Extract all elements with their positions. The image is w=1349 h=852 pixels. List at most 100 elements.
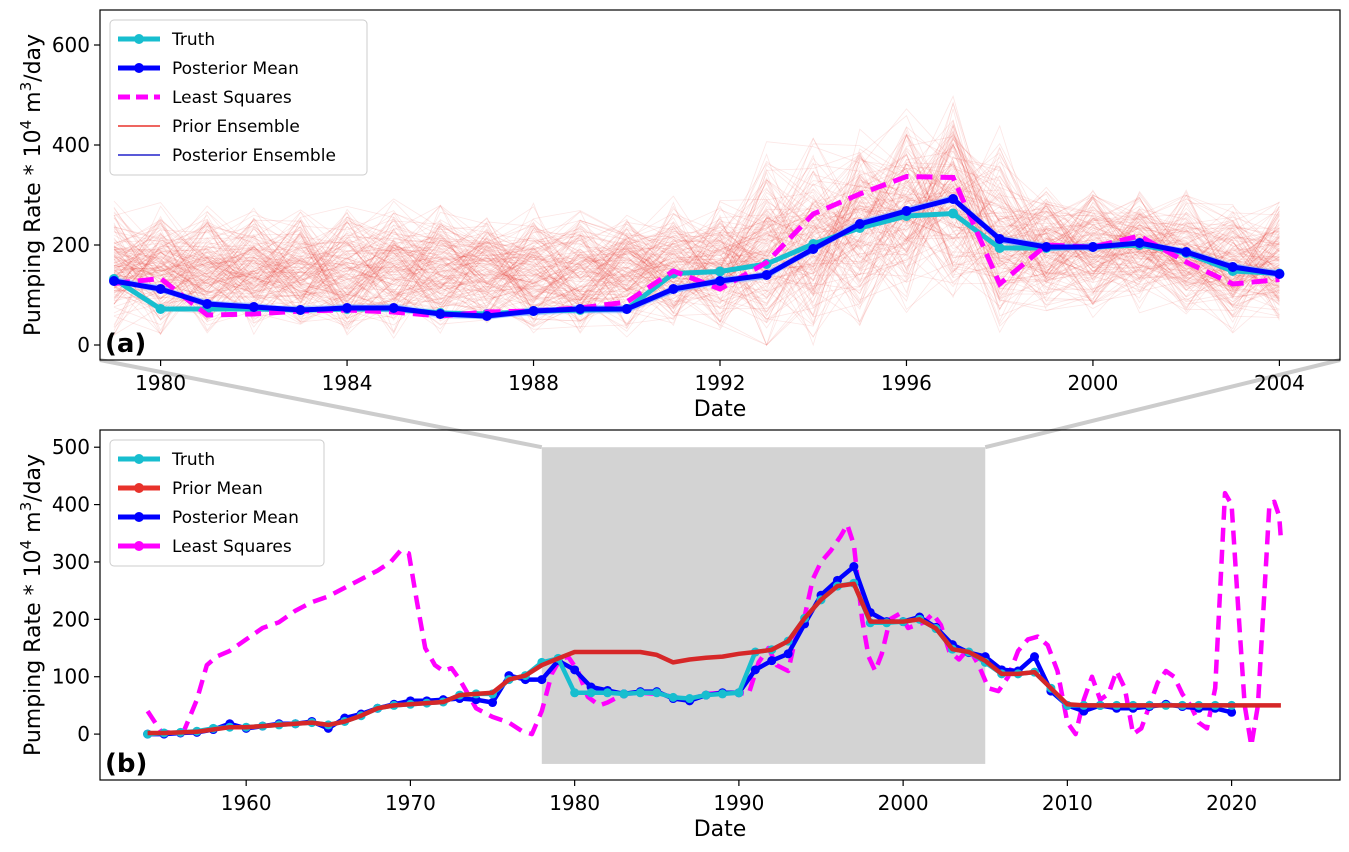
prior-ensemble-line xyxy=(113,163,1280,324)
prior-ensemble-line xyxy=(113,169,1280,336)
truth-point xyxy=(570,688,580,698)
prior-ensemble-line xyxy=(113,156,1280,330)
truth-point xyxy=(619,689,629,699)
prior-ensemble-line xyxy=(113,134,1280,323)
prior-ensemble-line xyxy=(113,162,1280,305)
prior-ensemble-line xyxy=(113,172,1280,315)
prior-ensemble-line xyxy=(113,163,1280,316)
posterior-mean-point xyxy=(435,309,446,319)
posterior-mean-point xyxy=(1041,242,1052,252)
prior-ensemble-line xyxy=(113,186,1280,310)
truth-point xyxy=(685,694,695,704)
prior-ensemble-line xyxy=(113,157,1280,308)
posterior-mean-point xyxy=(1274,269,1285,279)
posterior-mean-point xyxy=(1227,262,1238,272)
posterior-mean-point xyxy=(528,306,539,316)
panel-b-y-axis-label: Pumping Rate * 104 m3/day xyxy=(17,454,46,756)
prior-ensemble-line xyxy=(113,214,1280,332)
prior-ensemble-line xyxy=(113,189,1280,301)
posterior-mean-point xyxy=(715,276,725,286)
prior-ensemble-line xyxy=(113,200,1280,334)
legend-marker xyxy=(134,63,144,73)
posterior-mean-point xyxy=(668,284,679,294)
posterior-mean-point xyxy=(994,234,1005,244)
prior-ensemble-line xyxy=(113,179,1280,326)
prior-ensemble-line xyxy=(113,162,1280,310)
legend-label: Posterior Mean xyxy=(172,59,299,79)
posterior-mean-point xyxy=(808,244,819,254)
prior-ensemble-line xyxy=(113,154,1280,317)
posterior-mean-point xyxy=(575,304,586,314)
panel-b-series xyxy=(143,490,1284,748)
prior-ensemble-line xyxy=(113,174,1280,329)
truth-point xyxy=(586,688,596,698)
legend-box xyxy=(109,439,325,567)
posterior-mean-point xyxy=(783,649,793,659)
prior-ensemble-line xyxy=(113,208,1280,346)
prior-ensemble-line xyxy=(113,162,1280,324)
prior-ensemble-line xyxy=(113,141,1280,327)
prior-ensemble-line xyxy=(113,178,1280,312)
truth-point xyxy=(155,304,166,314)
least-squares-line xyxy=(145,490,1284,748)
prior-mean-line xyxy=(147,581,1281,736)
y-tick-label: 200 xyxy=(52,233,90,257)
prior-ensemble-line xyxy=(113,143,1280,315)
prior-ensemble-line xyxy=(113,191,1280,334)
y-tick-label: 100 xyxy=(52,665,90,689)
prior-ensemble-line xyxy=(113,130,1280,335)
legend-marker xyxy=(134,483,144,493)
prior-ensemble-line xyxy=(113,144,1280,323)
posterior-mean-point xyxy=(1181,247,1192,257)
x-tick-label: 1996 xyxy=(881,371,932,395)
x-tick-label: 2010 xyxy=(1042,791,1093,815)
prior-ensemble-line xyxy=(113,132,1280,313)
truth-point xyxy=(701,690,711,700)
prior-ensemble-line xyxy=(113,133,1280,346)
panel-b-frame xyxy=(99,429,1341,781)
connector-right xyxy=(984,358,1341,450)
panel-a-x-axis-label: Date xyxy=(694,397,747,422)
prior-ensemble-line xyxy=(113,168,1280,320)
prior-ensemble-line xyxy=(113,154,1280,322)
prior-ensemble-line xyxy=(113,146,1280,308)
legend-marker xyxy=(134,34,144,44)
legend-label: Posterior Ensemble xyxy=(172,146,336,166)
connector-left xyxy=(99,358,543,450)
legend-label: Least Squares xyxy=(172,537,292,557)
prior-ensemble-line xyxy=(113,167,1280,312)
legend-label: Truth xyxy=(171,30,215,50)
legend-label: Prior Mean xyxy=(172,479,263,499)
prior-ensemble-line xyxy=(113,160,1280,327)
prior-ensemble-line xyxy=(113,95,1280,324)
prior-ensemble-line xyxy=(113,156,1280,334)
y-tick-label: 300 xyxy=(52,550,90,574)
prior-ensemble-line xyxy=(113,189,1280,328)
posterior-mean-point xyxy=(854,219,865,229)
prior-ensemble-line xyxy=(113,154,1280,311)
prior-ensemble-line xyxy=(113,208,1280,316)
panel-a: 1980 1984 1988 1992 1996 2000 2004 0200400600 … xyxy=(17,9,1341,422)
posterior-mean-point xyxy=(388,303,399,313)
posterior-mean-point xyxy=(767,656,777,666)
y-tick-label: 0 xyxy=(77,333,90,357)
panel-a-y-ticks: 0 200 400 600 xyxy=(52,33,100,357)
y-tick-label: 0 xyxy=(77,722,90,746)
posterior-mean-point xyxy=(750,665,760,675)
panel-b: 1960 1970 1980 1990 2000 2010 2020 0 100 200 300 4… xyxy=(17,429,1341,842)
y-tick-label: 600 xyxy=(52,33,90,57)
posterior-mean-point xyxy=(570,665,580,675)
prior-ensemble-line xyxy=(113,128,1280,333)
panel-b-y-ticks: 0 100 200 300 400 500 xyxy=(52,435,100,746)
posterior-mean-point xyxy=(1087,242,1098,252)
prior-ensemble-line xyxy=(113,196,1280,326)
prior-ensemble-line xyxy=(113,163,1280,316)
prior-ensemble-line xyxy=(113,180,1280,332)
prior-ensemble-line xyxy=(113,158,1280,326)
prior-ensemble-line xyxy=(113,135,1280,330)
posterior-mean-point xyxy=(108,276,119,286)
prior-ensemble-line xyxy=(113,157,1280,327)
prior-ensemble-line xyxy=(113,182,1280,324)
posterior-mean-line xyxy=(113,196,1280,319)
